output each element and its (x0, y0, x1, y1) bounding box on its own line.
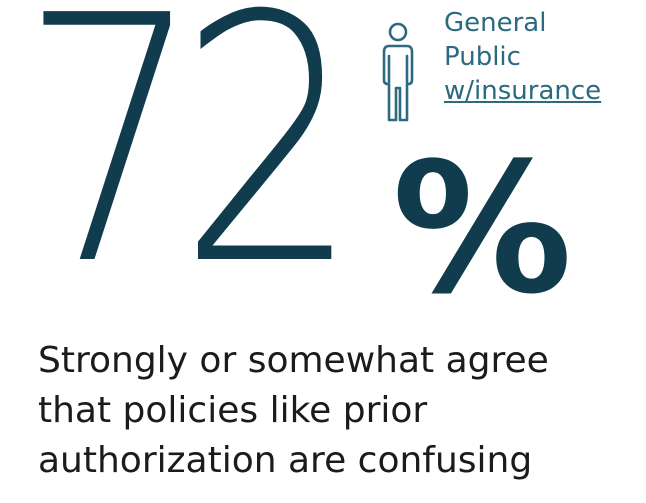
person-icon (382, 22, 414, 122)
caption-line-3: authorization are confusing (38, 440, 533, 481)
audience-line-2: Public (444, 42, 521, 72)
audience-line-1: General (444, 8, 547, 38)
caption-line-1: Strongly or somewhat agree (38, 340, 549, 381)
audience-label: General Public w/insurance (444, 6, 601, 108)
stat-number: 72 (20, 0, 360, 340)
caption-line-2: that policies like prior (38, 390, 428, 431)
audience-line-3: w/insurance (444, 76, 602, 106)
stat-caption: Strongly or somewhat agree that policies… (38, 336, 638, 486)
stat-percent-sign: % (392, 125, 573, 334)
